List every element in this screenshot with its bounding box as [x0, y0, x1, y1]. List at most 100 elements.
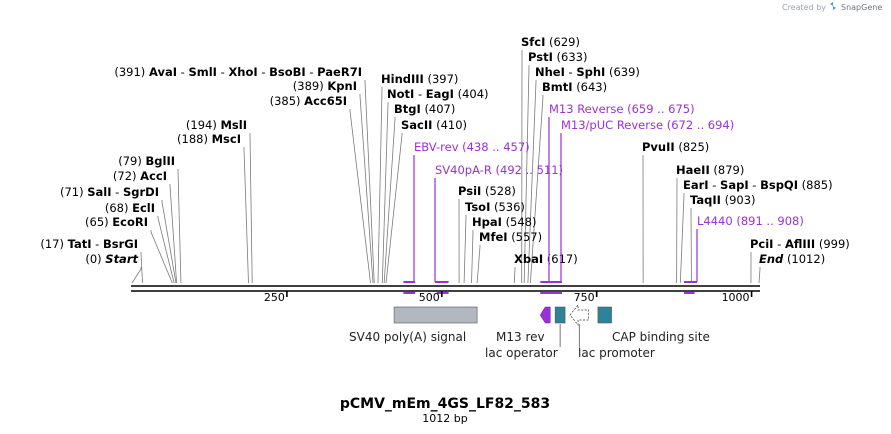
enzyme-name: TaqII [690, 193, 721, 207]
enzyme-name: EclI [132, 201, 155, 215]
feature-shape [597, 306, 612, 324]
site-connector-line [471, 230, 474, 284]
primer-label: L4440 (891 .. 908) [697, 214, 804, 228]
site-label-ecli[interactable]: (68) EclI [105, 201, 155, 215]
snapgene-logo-icon [830, 2, 836, 10]
feature-arrow-outline-shape [569, 304, 589, 326]
scale-tick-label: 500 [419, 291, 440, 304]
site-label-sali-sgrdi[interactable]: (71) SalI - SgrDI [60, 185, 159, 199]
site-label-msli[interactable]: (194) MslI [186, 118, 247, 132]
site-position: (65) [85, 215, 109, 229]
site-label-psti[interactable]: PstI (633) [528, 50, 587, 64]
plasmid-name: pCMV_mEm_4GS_LF82_583 [340, 396, 550, 412]
site-connector-line [463, 215, 467, 284]
site-label-msci[interactable]: (188) MscI [177, 132, 241, 146]
enzyme-name: XhoI [228, 65, 257, 79]
site-position: (407) [424, 102, 455, 116]
site-position: (879) [713, 163, 744, 177]
primer-label: M13/pUC Reverse (672 .. 694) [561, 118, 734, 132]
site-position: (0) [85, 252, 101, 266]
site-label-nhei-sphi[interactable]: NheI - SphI (639) [535, 65, 640, 79]
enzyme-name: NheI [535, 65, 565, 79]
enzyme-name: BsrGI [103, 237, 138, 251]
site-label-end[interactable]: End (1012) [759, 252, 825, 266]
primer-range: (492 .. 511) [496, 163, 564, 177]
plasmid-length: 1012 bp [422, 412, 467, 425]
site-label-haeii[interactable]: HaeII (879) [676, 163, 744, 177]
feature-m13-rev[interactable]: M13 rev [496, 306, 551, 344]
site-label-hindiii[interactable]: HindIII (397) [381, 72, 458, 86]
site-label-ecori[interactable]: (65) EcoRI [85, 215, 148, 229]
site-position: (903) [725, 193, 756, 207]
site-position: - [565, 65, 576, 79]
feature-shape [393, 306, 478, 324]
site-label-avai-group[interactable]: (391) AvaI - SmlI - XhoI - BsoBI - PaeR7… [114, 65, 362, 79]
site-label-tsoi[interactable]: TsoI (536) [465, 200, 525, 214]
primer-range: (438 .. 457) [462, 140, 530, 154]
site-label-kpni[interactable]: (389) KpnI [293, 79, 357, 93]
site-position: (633) [557, 50, 588, 64]
primer-sv40pa-r[interactable]: SV40pA-R (492 .. 511) [434, 163, 564, 294]
feature-sv40-polya[interactable]: SV40 poly(A) signal [349, 306, 478, 344]
scale-ticks: 250 500 750 1000 [264, 291, 753, 304]
enzyme-name: BtgI [394, 102, 421, 116]
feature-lac-operator[interactable]: lac operator [485, 306, 566, 360]
site-position: (404) [458, 87, 489, 101]
enzyme-name: HindIII [381, 72, 424, 86]
enzyme-name: EagI [426, 87, 454, 101]
enzyme-name: NotI [387, 87, 414, 101]
enzyme-name: AflIII [785, 237, 815, 251]
site-label-sacii[interactable]: SacII (410) [401, 118, 467, 132]
site-label-acci[interactable]: (72) AccI [113, 169, 167, 183]
enzyme-name: PstI [528, 50, 553, 64]
site-connector-line [476, 245, 481, 284]
site-label-eari-group[interactable]: EarI - SapI - BspQI (885) [683, 178, 833, 192]
site-position: (17) [40, 237, 64, 251]
enzyme-name: Start [105, 252, 138, 266]
site-position: (528) [485, 184, 516, 198]
site-label-xbai[interactable]: XbaI (617) [514, 252, 578, 266]
site-connector-line [758, 267, 761, 284]
enzyme-name: TsoI [465, 200, 490, 214]
primer-m13-reverse[interactable]: M13 Reverse (659 .. 675) [540, 102, 695, 294]
enzyme-name: HpaI [472, 215, 502, 229]
enzyme-name: PciI [750, 237, 773, 251]
primer-m13-puc-reverse[interactable]: M13/pUC Reverse (672 .. 694) [548, 118, 734, 294]
site-label-psii[interactable]: PsiI (528) [458, 184, 516, 198]
site-connector-line [513, 267, 516, 284]
site-position: (68) [105, 201, 129, 215]
site-label-sfci[interactable]: SfcI (629) [521, 35, 580, 49]
site-label-start[interactable]: (0) Start [85, 252, 138, 266]
primer-name: L4440 [697, 214, 733, 228]
site-connector-line [157, 216, 175, 284]
site-label-acc65i[interactable]: (385) Acc65I [270, 94, 347, 108]
site-position: (999) [819, 237, 850, 251]
site-label-btgi[interactable]: BtgI (407) [394, 102, 455, 116]
site-label-mfei[interactable]: MfeI (557) [479, 230, 542, 244]
site-label-hpai[interactable]: HpaI (548) [472, 215, 537, 229]
site-label-taqii[interactable]: TaqII (903) [690, 193, 756, 207]
site-label-bmti[interactable]: BmtI (643) [542, 80, 607, 94]
primer-l4440[interactable]: L4440 (891 .. 908) [684, 214, 804, 294]
site-label-noti-eagi[interactable]: NotI - EagI (404) [387, 87, 489, 101]
primer-ebv-rev[interactable]: EBV-rev (438 .. 457) [403, 140, 530, 294]
site-position: (557) [511, 230, 542, 244]
enzyme-name: SphI [576, 65, 605, 79]
feature-cap-binding-site[interactable]: CAP binding site [597, 306, 710, 344]
site-label-pcii-aflii[interactable]: PciI - AflIII (999) [750, 237, 850, 251]
primer-name: SV40pA-R [435, 163, 492, 177]
site-label-pvuii[interactable]: PvuII (825) [642, 140, 709, 154]
site-position: (548) [506, 215, 537, 229]
site-connector-line [383, 117, 396, 284]
enzyme-name: EcoRI [112, 215, 148, 229]
site-label-tati-bsrgi[interactable]: (17) TatI - BsrGI [40, 237, 138, 251]
enzyme-name: HaeII [676, 163, 710, 177]
site-label-bglii[interactable]: (79) BglII [118, 154, 175, 168]
site-position: - [258, 65, 269, 79]
enzyme-name: XbaI [514, 252, 543, 266]
site-connector-line [385, 133, 403, 284]
primer-label: M13 Reverse (659 .. 675) [549, 102, 695, 116]
primer-range: (659 .. 675) [627, 102, 695, 116]
site-position: (397) [427, 72, 458, 86]
feature-lac-promoter[interactable]: lac promoter [569, 304, 655, 360]
